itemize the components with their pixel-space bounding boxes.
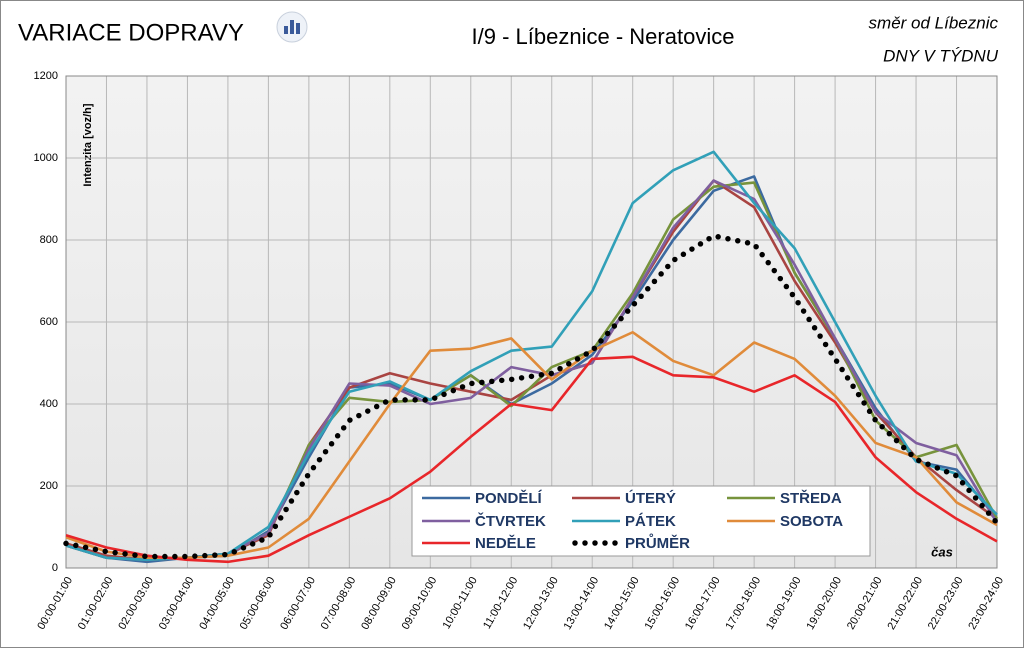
y-tick-label: 800 — [40, 234, 58, 246]
legend-label: STŘEDA — [780, 489, 842, 507]
y-tick-label: 400 — [40, 398, 58, 410]
series-line — [63, 233, 1000, 560]
y-tick-label: 1200 — [34, 70, 58, 82]
y-tick-label: 1000 — [34, 152, 58, 164]
y-tick-label: 0 — [52, 562, 58, 574]
plot-border — [65, 75, 998, 569]
series-line — [65, 355, 998, 564]
y-axis-label: Intenzita [voz/h] — [82, 103, 94, 186]
legend-label: PÁTEK — [625, 513, 676, 530]
y-tick-label: 600 — [40, 316, 58, 328]
annotation: směr od Líbeznic — [869, 13, 999, 32]
legend-label: SOBOTA — [780, 513, 843, 530]
icon — [276, 11, 308, 43]
series-line — [65, 330, 998, 560]
annotation: DNY V TÝDNU — [883, 46, 999, 65]
legend-box — [411, 485, 871, 557]
legend-label: PONDĚLÍ — [475, 489, 543, 507]
legend-label: PRŮMĚR — [625, 533, 690, 552]
series-line — [65, 150, 998, 562]
chart-title: VARIACE DOPRAVY — [18, 19, 244, 46]
legend-label: NEDĚLE — [475, 534, 536, 552]
legend-label: ČTVRTEK — [475, 512, 546, 530]
x-axis-label: čas — [931, 544, 953, 559]
legend-label: ÚTERÝ — [625, 489, 676, 507]
chart-subtitle: I/9 - Líbeznice - Neratovice — [472, 24, 735, 49]
y-tick-label: 200 — [40, 480, 58, 492]
